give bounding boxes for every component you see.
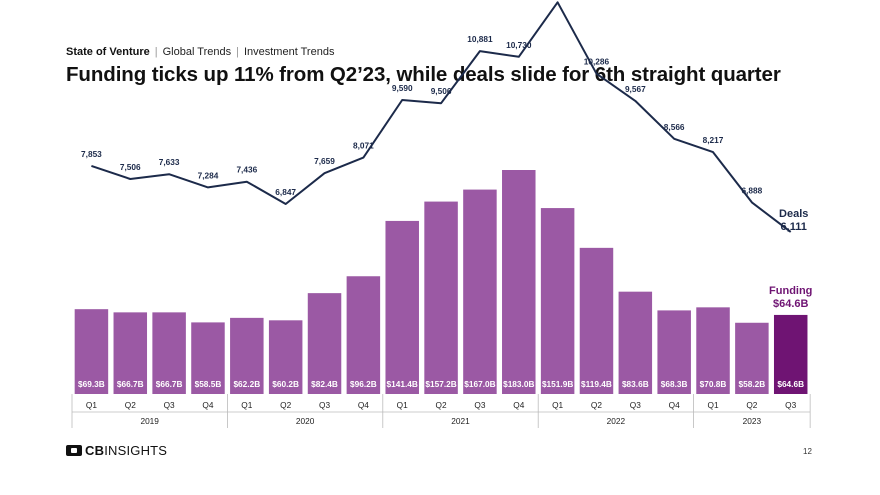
deals-value-label: 7,284 [198, 170, 219, 180]
bar-value-label: $69.3B [78, 379, 105, 389]
bar-value-label: $141.4B [387, 379, 418, 389]
x-tick-label: Q1 [241, 400, 252, 410]
breadcrumb: State of Venture | Global Trends | Investmen… [66, 46, 334, 58]
x-tick-label: Q3 [785, 400, 796, 410]
breadcrumb-item-global-trends[interactable]: Global Trends [162, 46, 232, 58]
bar-funding [463, 189, 497, 394]
breadcrumb-separator: | [236, 46, 239, 58]
breadcrumb-item-investment-trends[interactable]: Investment Trends [243, 46, 335, 58]
x-group-label: 2020 [296, 416, 315, 426]
x-tick-label: Q2 [125, 400, 136, 410]
bar-funding [385, 220, 419, 394]
logo-text: CBINSIGHTS [85, 443, 167, 458]
bar-funding [113, 312, 148, 394]
bar-funding [657, 310, 691, 394]
bar-value-label: $70.8B [700, 379, 727, 389]
bar-funding [346, 276, 381, 394]
x-tick-label: Q4 [669, 400, 680, 410]
funding-series-label: Funding [769, 285, 812, 297]
deals-series-label: Deals [779, 208, 808, 220]
deals-value-label: 7,853 [81, 149, 102, 159]
cb-insights-logo: CBINSIGHTS [66, 443, 167, 458]
deals-value-label: 9,567 [625, 84, 646, 94]
bar-funding [268, 320, 303, 394]
x-tick-label: Q3 [164, 400, 175, 410]
deals-value-label: 7,659 [314, 156, 335, 166]
x-tick-label: Q2 [591, 400, 602, 410]
bar-funding [618, 291, 653, 394]
cb-logo-icon [66, 445, 82, 456]
deals-value-label: 8,566 [664, 122, 685, 132]
bar-value-label: $183.0B [503, 379, 534, 389]
x-group-label: 2022 [607, 416, 626, 426]
deals-value-label: 8,071 [353, 141, 374, 151]
bar-value-label: $96.2B [350, 379, 377, 389]
logo-text-rest: INSIGHTS [104, 443, 168, 458]
bar-value-label: $157.2B [425, 379, 456, 389]
x-tick-label: Q2 [746, 400, 757, 410]
breadcrumb-separator: | [154, 46, 158, 58]
x-tick-label: Q3 [319, 400, 330, 410]
bar-value-label: $167.0B [464, 379, 495, 389]
bar-value-label: $58.2B [738, 379, 765, 389]
x-tick-label: Q3 [630, 400, 641, 410]
deals-value-label: 7,436 [236, 165, 257, 175]
bar-value-label: $68.3B [661, 379, 688, 389]
x-tick-label: Q1 [86, 400, 97, 410]
bar-funding [696, 307, 730, 394]
deals-value-label: 9,506 [431, 86, 452, 96]
deals-value-label: 8,217 [703, 135, 724, 145]
bar-value-label: $64.6B [777, 379, 804, 389]
bar-funding [735, 322, 769, 394]
bar-funding [502, 170, 536, 394]
x-tick-label: Q2 [280, 400, 291, 410]
bar-funding [424, 201, 458, 394]
bar-funding [74, 309, 109, 394]
x-tick-label: Q1 [552, 400, 563, 410]
x-tick-label: Q4 [202, 400, 213, 410]
x-tick-label: Q4 [358, 400, 369, 410]
deals-value-label: 10,286 [584, 57, 610, 67]
deals-value-label: 6,888 [741, 185, 762, 195]
x-group-label: 2019 [140, 416, 159, 426]
bar-value-label: $66.7B [156, 379, 183, 389]
deals-value-label: 7,633 [159, 157, 180, 167]
deals-value-label: 7,506 [120, 162, 141, 172]
breadcrumb-item-state-of-venture[interactable]: State of Venture [66, 46, 150, 58]
line-deals [91, 1, 792, 233]
x-group-label: 2021 [451, 416, 470, 426]
x-tick-label: Q4 [513, 400, 524, 410]
logo-text-bold: CB [85, 443, 105, 458]
bar-funding [773, 314, 808, 394]
bar-funding [307, 293, 342, 394]
page-title: Funding ticks up 11% from Q2’23, while d… [66, 63, 781, 86]
bar-funding [191, 322, 225, 394]
x-tick-label: Q2 [436, 400, 447, 410]
bar-funding [540, 208, 575, 394]
bar-value-label: $82.4B [311, 379, 338, 389]
bar-value-label: $58.5B [195, 379, 222, 389]
deals-value-label: 10,730 [506, 40, 532, 50]
bar-value-label: $66.7B [117, 379, 144, 389]
page-number: 12 [803, 447, 812, 456]
bar-value-label: $83.6B [622, 379, 649, 389]
bar-value-label: $62.2B [233, 379, 260, 389]
x-tick-label: Q1 [397, 400, 408, 410]
bar-value-label: $119.4B [581, 379, 612, 389]
deals-value-label: 10,881 [467, 34, 493, 44]
bar-value-label: $60.2B [272, 379, 299, 389]
deals-end-value: 6,111 [781, 221, 807, 233]
deals-value-label: 6,847 [275, 187, 296, 197]
x-tick-label: Q1 [707, 400, 718, 410]
bar-funding [152, 312, 186, 394]
x-tick-label: Q3 [474, 400, 485, 410]
bar-funding [230, 317, 264, 394]
bar-value-label: $151.9B [542, 379, 573, 389]
deals-value-label: 9,590 [392, 83, 413, 93]
bar-funding [579, 247, 614, 394]
x-group-label: 2023 [743, 416, 762, 426]
funding-end-value: $64.6B [773, 298, 809, 310]
